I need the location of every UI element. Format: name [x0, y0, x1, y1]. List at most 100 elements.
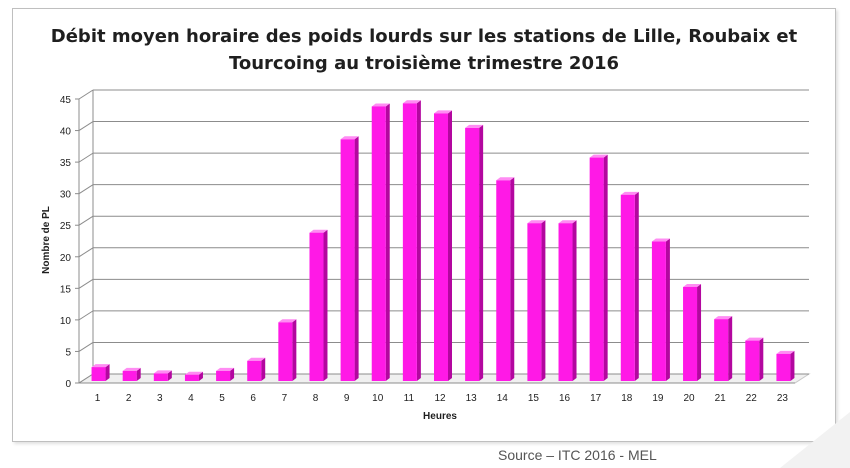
- bar-front: [714, 319, 729, 381]
- gridline-diagonal: [78, 278, 94, 289]
- bar-front: [496, 180, 511, 381]
- bar-top: [309, 229, 328, 233]
- bar-top: [527, 220, 546, 224]
- bar: [434, 110, 452, 382]
- x-tick-label: 18: [621, 393, 633, 404]
- x-tick-label: 1: [95, 393, 101, 404]
- bar-top: [216, 367, 235, 371]
- bar-top: [558, 220, 577, 224]
- gridline-diagonal: [78, 89, 94, 100]
- bar-side: [105, 364, 110, 381]
- y-tick-label: 15: [60, 284, 72, 295]
- y-tick-label: 35: [60, 158, 72, 169]
- chart-title: Débit moyen horaire des poids lourds sur…: [13, 23, 835, 77]
- bar-side: [510, 177, 515, 381]
- bar-front: [434, 113, 448, 382]
- bar-front: [340, 139, 355, 381]
- x-tick-label: 9: [344, 393, 350, 404]
- bar: [309, 229, 328, 381]
- bar-front: [122, 370, 137, 381]
- bar: [558, 220, 577, 381]
- bar: [620, 191, 639, 381]
- bar-top: [434, 110, 452, 114]
- bar: [651, 238, 670, 381]
- bar-side: [728, 316, 733, 381]
- bar: [589, 154, 608, 381]
- page-corner-decoration: [780, 412, 850, 468]
- bar: [153, 370, 172, 381]
- bar-side: [230, 367, 235, 381]
- bars: [91, 100, 795, 382]
- bar-side: [634, 191, 639, 381]
- bar: [745, 337, 764, 381]
- y-axis-label: Nombre de PL: [41, 206, 52, 274]
- bar-front: [465, 127, 480, 382]
- x-tick-label: 14: [497, 393, 509, 404]
- bar-front: [745, 340, 760, 381]
- gridline-diagonal: [78, 310, 94, 321]
- bar-top: [278, 319, 297, 323]
- bar-side: [448, 110, 452, 382]
- bar-front: [589, 157, 604, 381]
- y-tick-label: 10: [60, 316, 72, 327]
- x-tick-label: 2: [126, 393, 132, 404]
- x-axis-label: Heures: [423, 411, 457, 422]
- bar-side: [790, 350, 795, 381]
- gridline-diagonal: [78, 215, 94, 226]
- bar: [496, 177, 515, 381]
- bar-side: [479, 124, 484, 382]
- bar-front: [184, 374, 199, 381]
- bar-front: [91, 367, 106, 381]
- bar-front: [371, 106, 386, 381]
- bar-top: [122, 367, 141, 371]
- chart-container: Débit moyen horaire des poids lourds sur…: [12, 8, 836, 442]
- gridline-diagonal: [78, 247, 94, 258]
- bar-top: [651, 238, 670, 242]
- y-tick-label: 0: [65, 379, 71, 390]
- y-tick-label: 40: [60, 127, 72, 138]
- bar: [465, 124, 484, 382]
- gridline-diagonal: [78, 184, 94, 195]
- y-tick-label: 20: [60, 253, 72, 264]
- bar-side: [665, 238, 670, 381]
- bar-top: [184, 371, 203, 375]
- bar: [714, 316, 733, 381]
- gridline-diagonal: [78, 152, 94, 163]
- x-tick-label: 16: [559, 393, 571, 404]
- y-tick-label: 30: [60, 190, 72, 201]
- bar-front: [527, 223, 542, 381]
- x-tick-label: 17: [590, 393, 602, 404]
- bar: [776, 350, 795, 381]
- x-tick-label: 13: [466, 393, 478, 404]
- y-tick-label: 5: [65, 347, 71, 358]
- bar-top: [714, 316, 733, 320]
- bar-front: [683, 286, 698, 381]
- bar-top: [620, 191, 639, 195]
- bar-top: [465, 124, 484, 128]
- chart-title-line-1: Débit moyen horaire des poids lourds sur…: [50, 26, 798, 47]
- bar-side: [385, 103, 390, 381]
- x-tick-label: 10: [372, 393, 384, 404]
- bar-top: [371, 103, 390, 107]
- y-tick-label: 25: [60, 221, 72, 232]
- bar-top: [745, 337, 764, 341]
- bar: [122, 367, 141, 381]
- bar-front: [309, 232, 324, 381]
- bar: [91, 364, 110, 381]
- x-tick-label: 22: [746, 393, 758, 404]
- y-tick-label: 45: [60, 95, 72, 106]
- bar-front: [247, 360, 262, 381]
- x-tick-label: 21: [715, 393, 727, 404]
- bar-top: [776, 350, 795, 354]
- bar-side: [323, 229, 328, 381]
- bar: [216, 367, 235, 381]
- bar: [683, 283, 702, 381]
- bar-side: [198, 371, 203, 381]
- y-axis-ticks: 0 5 10 15 20 25 30 35 40 45: [60, 95, 72, 390]
- bar-side: [261, 357, 266, 381]
- bar-top: [153, 370, 172, 374]
- x-axis-ticks: 1 2 3 4 5 6 7 8 9 10 11 12 13 14 15 16 17 18 19 20 21 22 23: [95, 393, 789, 404]
- bar-side: [136, 367, 141, 381]
- bar: [278, 319, 297, 381]
